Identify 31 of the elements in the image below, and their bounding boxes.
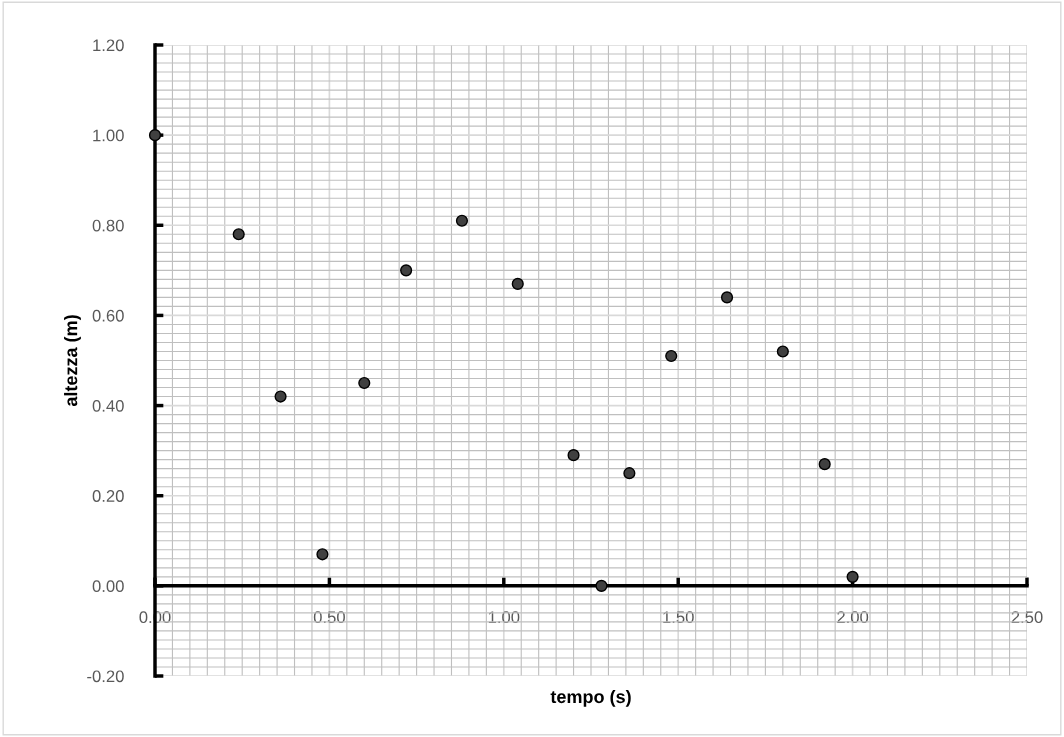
point [595, 579, 608, 592]
x-axis-title: tempo (s) [550, 689, 631, 707]
point [720, 291, 734, 304]
y-tick-label: -0.20 [87, 670, 124, 683]
x-tick-label: 1.00 [488, 611, 520, 624]
point [358, 376, 371, 390]
point [665, 349, 678, 363]
point [316, 548, 329, 561]
point [623, 467, 636, 480]
point [567, 449, 580, 462]
point [400, 264, 413, 277]
y-tick-label: 0.80 [92, 219, 124, 232]
point [818, 458, 831, 471]
point [776, 345, 789, 358]
x-tick-label: 0.50 [313, 611, 345, 624]
x-tick-label: 2.00 [837, 611, 869, 624]
point [232, 228, 245, 241]
point [511, 277, 524, 290]
x-tick-label: 1.50 [663, 611, 694, 624]
y-tick-label: 0.60 [92, 309, 124, 322]
y-axis-title: altezza (m) [64, 315, 81, 407]
y-tick-label: 1.20 [93, 39, 124, 52]
x-tick-label: 2.50 [1011, 611, 1043, 624]
y-tick-label: 0.40 [92, 399, 124, 412]
y-tick-label: 0.00 [92, 580, 124, 593]
y-tick-label: 1.00 [93, 129, 124, 142]
point [148, 129, 162, 142]
y-tick-label: 0.20 [92, 490, 124, 502]
point [846, 570, 859, 583]
point [274, 390, 287, 403]
point [455, 214, 469, 227]
